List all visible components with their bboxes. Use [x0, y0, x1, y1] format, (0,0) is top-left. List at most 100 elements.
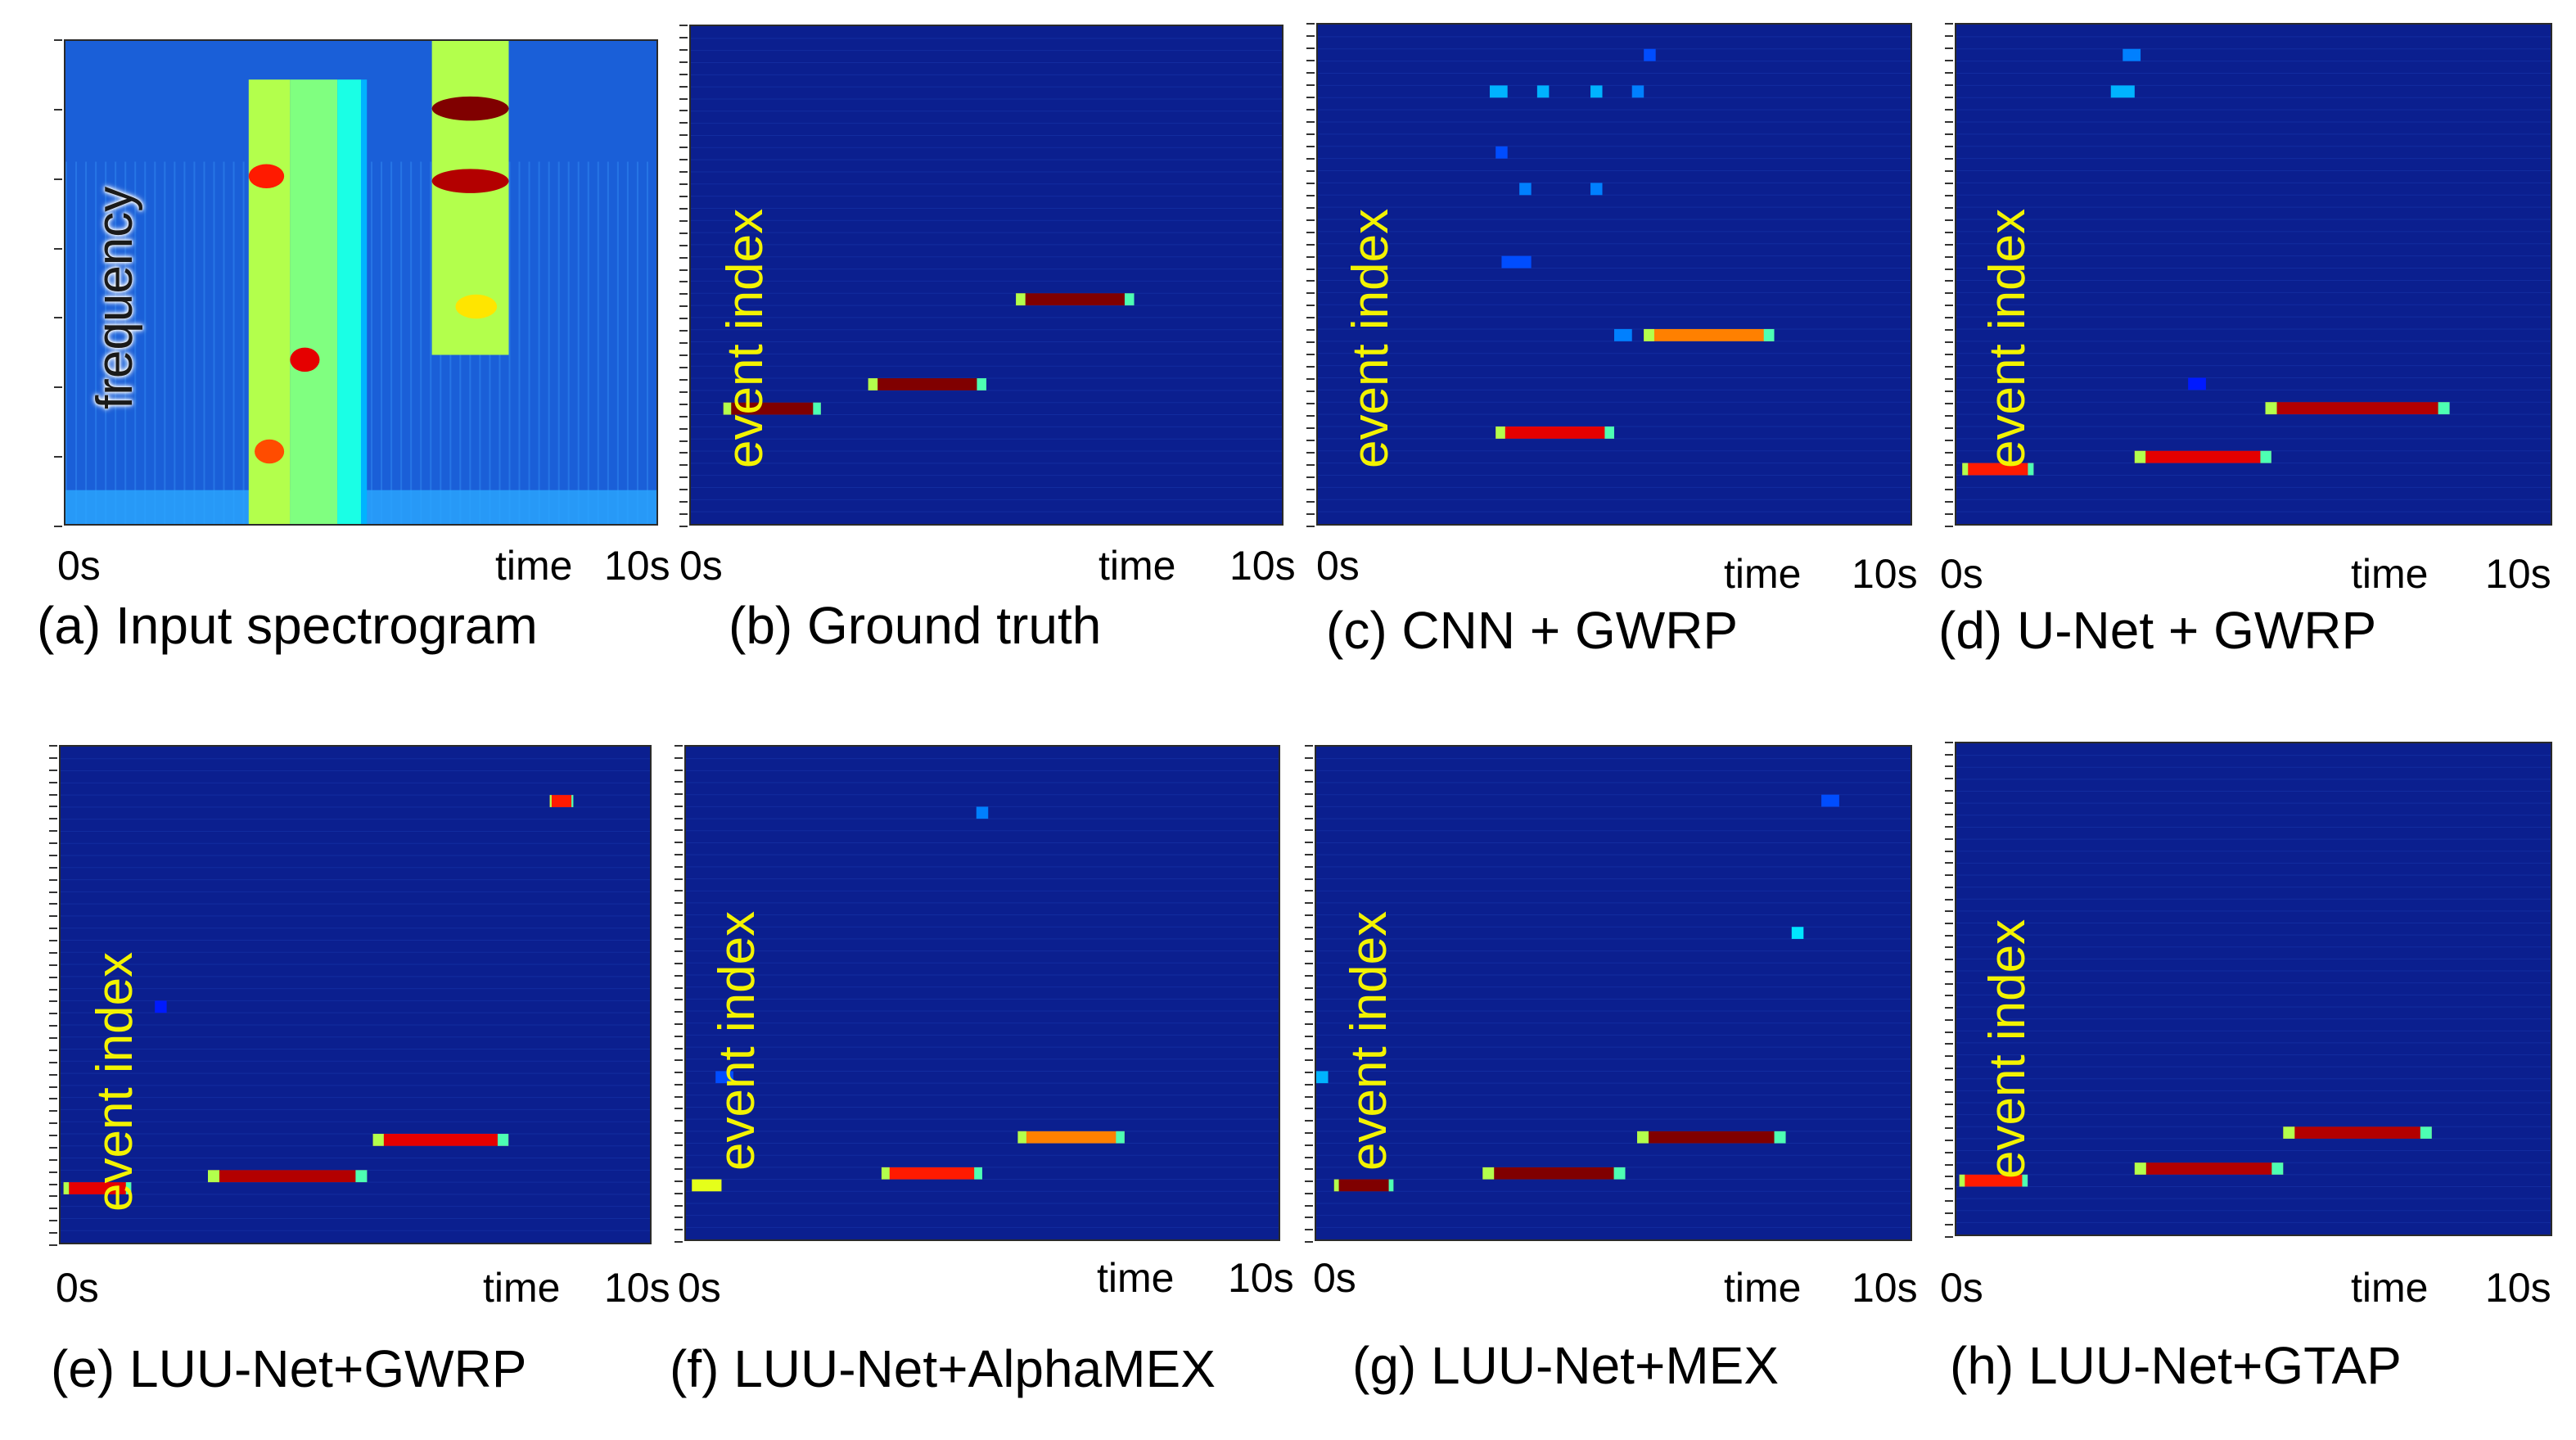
event-bar: [1519, 183, 1532, 196]
y-tick: [1305, 938, 1313, 941]
event-bar-body: [1017, 1131, 1125, 1144]
panel-caption: (b) Ground truth: [729, 596, 1102, 655]
y-tick: [679, 452, 688, 454]
event-bar: [1590, 183, 1603, 196]
event-bar-body: [692, 1179, 722, 1192]
y-tick: [1306, 182, 1315, 184]
y-tick: [1306, 59, 1315, 61]
y-tick: [1945, 133, 1953, 135]
y-tick: [674, 890, 683, 892]
x-tick-end: 10s: [1229, 543, 1296, 589]
y-tick: [1945, 850, 1953, 852]
spectrogram-texture: [548, 161, 550, 524]
spectrogram-texture: [528, 161, 530, 524]
y-tick: [54, 456, 62, 458]
y-tick: [1305, 890, 1313, 892]
y-tick: [54, 386, 62, 389]
y-tick: [1945, 513, 1953, 516]
y-tick: [674, 1156, 683, 1158]
x-tick-start: 0s: [56, 1265, 99, 1311]
heatmap-canvas: [1956, 755, 2551, 1223]
y-tick: [1945, 922, 1953, 924]
event-bar: [1821, 794, 1839, 807]
heatmap-plot: [59, 745, 652, 1244]
y-tick: [49, 1146, 57, 1149]
y-tick: [1945, 886, 1953, 888]
y-tick: [1305, 914, 1313, 916]
y-tick: [1305, 1059, 1313, 1062]
y-tick: [1306, 133, 1315, 135]
event-bar-edge: [497, 1133, 509, 1146]
event-bar-body: [1644, 48, 1656, 61]
y-axis-ticks: [54, 39, 65, 527]
y-tick: [1945, 145, 1953, 147]
event-bar-body: [868, 378, 986, 390]
y-tick: [679, 269, 688, 271]
y-tick: [1945, 366, 1953, 368]
event-bar: [881, 1167, 982, 1180]
spectrogram-texture: [636, 161, 638, 524]
y-tick: [1945, 390, 1953, 393]
y-tick: [1945, 946, 1953, 949]
event-bar: [2134, 1162, 2284, 1175]
y-tick: [1306, 34, 1315, 37]
y-axis-label: event index: [1341, 910, 1397, 1171]
y-tick: [1305, 1047, 1313, 1050]
y-tick: [49, 1086, 57, 1088]
y-tick: [1945, 1212, 1953, 1214]
x-tick-end: 10s: [1852, 1265, 1918, 1311]
x-tick-end: 10s: [2485, 551, 2551, 597]
y-tick: [674, 938, 683, 941]
y-tick: [679, 36, 688, 38]
event-bar-body: [155, 1000, 167, 1013]
spectrogram-texture: [164, 161, 166, 524]
y-tick: [679, 207, 688, 210]
y-tick: [1305, 926, 1313, 928]
y-tick: [679, 122, 688, 124]
y-tick: [1945, 1140, 1953, 1142]
event-bar-body: [723, 402, 821, 415]
event-bar-edge: [1017, 1131, 1026, 1144]
spectrogram-texture: [626, 161, 629, 524]
y-tick: [1945, 910, 1953, 913]
y-tick: [1306, 169, 1315, 172]
y-tick: [1306, 403, 1315, 405]
event-bar-body: [63, 1182, 132, 1194]
spectrogram-texture: [174, 161, 176, 524]
event-bar: [2265, 402, 2450, 415]
event-bar-body: [715, 1071, 733, 1084]
y-tick: [1945, 934, 1953, 937]
event-bar-edge: [208, 1170, 219, 1183]
y-tick: [1305, 974, 1313, 977]
event-bar-body: [2110, 85, 2135, 98]
y-tick: [1945, 341, 1953, 344]
y-tick: [674, 805, 683, 807]
y-tick: [674, 902, 683, 905]
event-bar: [1791, 927, 1804, 939]
spectrogram-texture: [410, 161, 413, 524]
y-axis-label: frequency: [87, 186, 143, 409]
x-axis-label: time: [2351, 1265, 2429, 1311]
x-axis-label: time: [1099, 543, 1176, 589]
y-tick: [679, 183, 688, 186]
y-tick: [1306, 427, 1315, 430]
y-tick: [49, 1183, 57, 1185]
y-tick: [674, 1204, 683, 1207]
y-tick: [674, 1217, 683, 1219]
y-tick: [1306, 452, 1315, 454]
y-tick: [1945, 1103, 1953, 1105]
x-tick-start: 0s: [678, 1265, 721, 1311]
x-tick-start: 0s: [1316, 543, 1360, 589]
event-bar-edge: [2134, 1162, 2146, 1175]
y-tick: [1945, 1188, 1953, 1190]
y-tick: [679, 134, 688, 137]
event-bar-edge: [1774, 1131, 1786, 1144]
x-tick-end: 10s: [2485, 1265, 2551, 1311]
y-tick: [1305, 1022, 1313, 1025]
y-tick: [1945, 452, 1953, 454]
y-tick: [1306, 231, 1315, 233]
event-bar-body: [208, 1170, 368, 1183]
y-tick: [49, 769, 57, 771]
y-tick: [1306, 476, 1315, 479]
y-tick: [674, 963, 683, 965]
